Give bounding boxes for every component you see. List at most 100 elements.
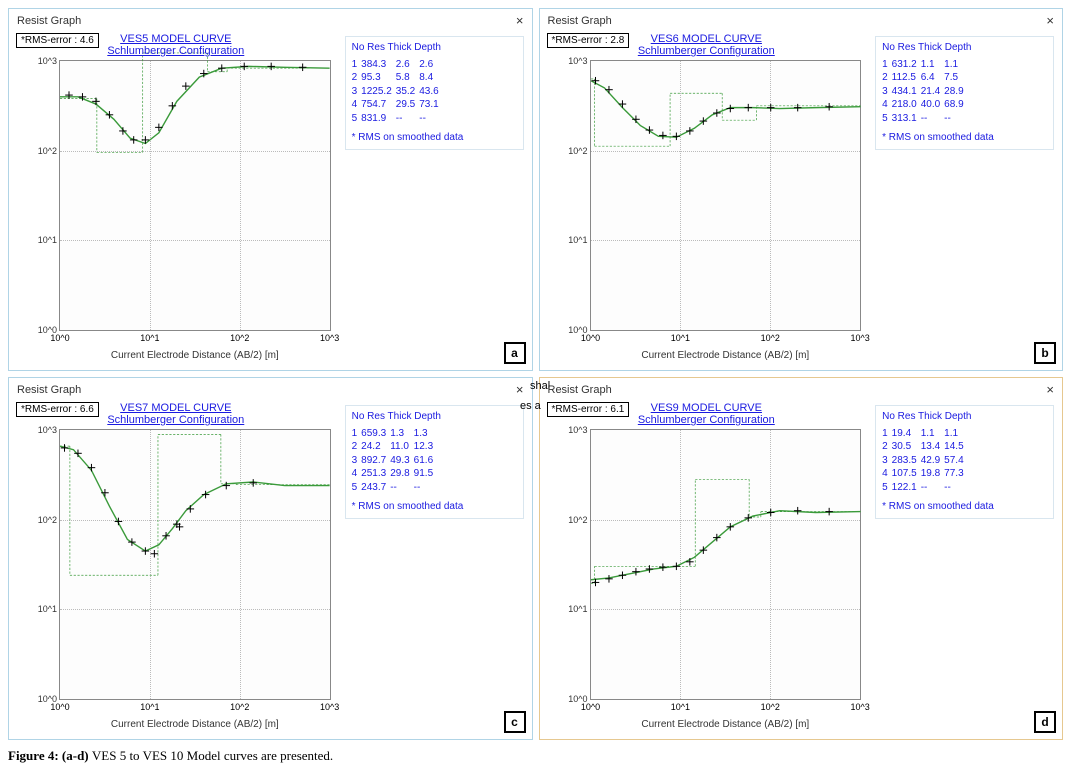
table-cell: 42.9 bbox=[921, 454, 944, 468]
panel-body: *RMS-error : 2.8VES6 MODEL CURVESchlumbe… bbox=[542, 30, 1061, 367]
y-tick: 10^2 bbox=[21, 515, 57, 525]
table-cell: 251.3 bbox=[361, 467, 390, 481]
x-tick: 10^2 bbox=[230, 702, 249, 712]
table-cell: 1 bbox=[352, 427, 362, 441]
graph-panel-a: Resist Graph × *RMS-error : 4.6VES5 MODEL … bbox=[8, 8, 533, 371]
x-tick: 10^3 bbox=[320, 702, 339, 712]
y-tick: 10^2 bbox=[552, 515, 588, 525]
table-cell: -- bbox=[390, 481, 413, 495]
table-header: No Res Thick Depth bbox=[882, 41, 1047, 55]
table-cell: -- bbox=[944, 112, 967, 126]
table-cell: 3 bbox=[882, 454, 892, 468]
table-cell: 107.5 bbox=[892, 467, 921, 481]
table-cell: 754.7 bbox=[361, 98, 396, 112]
table-header: No Res Thick Depth bbox=[352, 41, 517, 55]
table-cell: 892.7 bbox=[361, 454, 390, 468]
table-cell: 313.1 bbox=[892, 112, 921, 126]
table-cell: -- bbox=[921, 481, 944, 495]
table-cell: 2 bbox=[352, 71, 362, 85]
table-cell: 283.5 bbox=[892, 454, 921, 468]
table-cell: 243.7 bbox=[361, 481, 390, 495]
chart-region: *RMS-error : 4.6VES5 MODEL CURVESchlumbe… bbox=[15, 32, 337, 365]
chart-region: *RMS-error : 2.8VES6 MODEL CURVESchlumbe… bbox=[546, 32, 868, 365]
table-row: 1659.31.31.3 bbox=[352, 427, 438, 441]
layer-table: No Res Thick Depth1631.21.11.12112.56.47… bbox=[875, 36, 1054, 150]
table-cell: 13.4 bbox=[921, 440, 944, 454]
table-cell: 1.3 bbox=[390, 427, 413, 441]
table-row: 4251.329.891.5 bbox=[352, 467, 438, 481]
table-cell: 77.3 bbox=[944, 467, 967, 481]
table-cell: 91.5 bbox=[414, 467, 437, 481]
close-icon[interactable]: × bbox=[1046, 382, 1054, 397]
table-cell: 43.6 bbox=[419, 85, 442, 99]
table-cell: 5 bbox=[352, 112, 362, 126]
table-cell: 29.5 bbox=[396, 98, 419, 112]
rms-note: * RMS on smoothed data bbox=[882, 500, 1047, 514]
close-icon[interactable]: × bbox=[516, 13, 524, 28]
caption-prefix: Figure 4: (a-d) bbox=[8, 748, 92, 763]
x-tick: 10^1 bbox=[140, 333, 159, 343]
table-header: No Res Thick Depth bbox=[352, 410, 517, 424]
table-cell: 384.3 bbox=[361, 58, 396, 72]
table-cell: 2.6 bbox=[419, 58, 442, 72]
data-region: No Res Thick Depth1631.21.11.12112.56.47… bbox=[867, 32, 1056, 365]
graph-panel-b: Resist Graph × *RMS-error : 2.8VES6 MODEL … bbox=[539, 8, 1064, 371]
table-cell: -- bbox=[944, 481, 967, 495]
table-cell: -- bbox=[396, 112, 419, 126]
table-cell: 21.4 bbox=[921, 85, 944, 99]
panel-body: *RMS-error : 6.6VES7 MODEL CURVESchlumbe… bbox=[11, 399, 530, 736]
x-tick: 10^3 bbox=[850, 702, 869, 712]
table-header: No Res Thick Depth bbox=[882, 410, 1047, 424]
table-cell: 1 bbox=[352, 58, 362, 72]
close-icon[interactable]: × bbox=[1046, 13, 1054, 28]
table-row: 3283.542.957.4 bbox=[882, 454, 968, 468]
table-cell: 1.1 bbox=[944, 427, 967, 441]
table-row: 4218.040.068.9 bbox=[882, 98, 968, 112]
x-tick: 10^3 bbox=[850, 333, 869, 343]
table-cell: 631.2 bbox=[892, 58, 921, 72]
layer-table: No Res Thick Depth1659.31.31.3224.211.01… bbox=[345, 405, 524, 519]
panel-title: Resist Graph bbox=[548, 15, 612, 27]
table-row: 224.211.012.3 bbox=[352, 440, 438, 454]
x-tick: 10^2 bbox=[761, 333, 780, 343]
table-cell: -- bbox=[921, 112, 944, 126]
table-row: 1384.32.62.6 bbox=[352, 58, 443, 72]
table-cell: 28.9 bbox=[944, 85, 967, 99]
table-cell: 122.1 bbox=[892, 481, 921, 495]
x-tick: 10^1 bbox=[671, 333, 690, 343]
panel-letter: b bbox=[1034, 342, 1056, 364]
close-icon[interactable]: × bbox=[516, 382, 524, 397]
data-region: No Res Thick Depth1384.32.62.6295.35.88.… bbox=[337, 32, 526, 365]
y-tick: 10^2 bbox=[21, 146, 57, 156]
panel-header: Resist Graph× bbox=[542, 380, 1061, 399]
panel-header: Resist Graph× bbox=[11, 380, 530, 399]
table-cell: 1 bbox=[882, 427, 892, 441]
plot-area: 10^010^110^210^310^010^110^210^3 bbox=[590, 429, 862, 700]
table-cell: 57.4 bbox=[944, 454, 967, 468]
y-tick: 10^2 bbox=[552, 146, 588, 156]
rms-error-box: *RMS-error : 4.6 bbox=[16, 33, 99, 48]
plot-area: 10^010^110^210^310^010^110^210^3 bbox=[59, 60, 331, 331]
x-tick: 10^2 bbox=[230, 333, 249, 343]
table-cell: 2 bbox=[882, 440, 892, 454]
stray-text: es a bbox=[520, 400, 541, 412]
table-row: 119.41.11.1 bbox=[882, 427, 968, 441]
table-row: 3434.121.428.9 bbox=[882, 85, 968, 99]
y-tick: 10^1 bbox=[552, 604, 588, 614]
table-row: 4107.519.877.3 bbox=[882, 467, 968, 481]
panel-title: Resist Graph bbox=[17, 15, 81, 27]
table-cell: 4 bbox=[882, 98, 892, 112]
x-tick: 10^0 bbox=[50, 333, 69, 343]
x-tick: 10^0 bbox=[581, 333, 600, 343]
y-tick: 10^3 bbox=[21, 425, 57, 435]
plot-area: 10^010^110^210^310^010^110^210^3 bbox=[590, 60, 862, 331]
table-cell: 68.9 bbox=[944, 98, 967, 112]
table-cell: 8.4 bbox=[419, 71, 442, 85]
table-cell: 11.0 bbox=[390, 440, 413, 454]
table-cell: 1.1 bbox=[921, 58, 944, 72]
graph-panel-d: Resist Graph× *RMS-error : 6.1VES9 MODEL … bbox=[539, 377, 1064, 740]
figure-caption: Figure 4: (a-d) VES 5 to VES 10 Model cu… bbox=[8, 748, 1063, 764]
panel-body: *RMS-error : 6.1VES9 MODEL CURVESchlumbe… bbox=[542, 399, 1061, 736]
chart-region: *RMS-error : 6.1VES9 MODEL CURVESchlumbe… bbox=[546, 401, 868, 734]
table-row: 4754.729.573.1 bbox=[352, 98, 443, 112]
